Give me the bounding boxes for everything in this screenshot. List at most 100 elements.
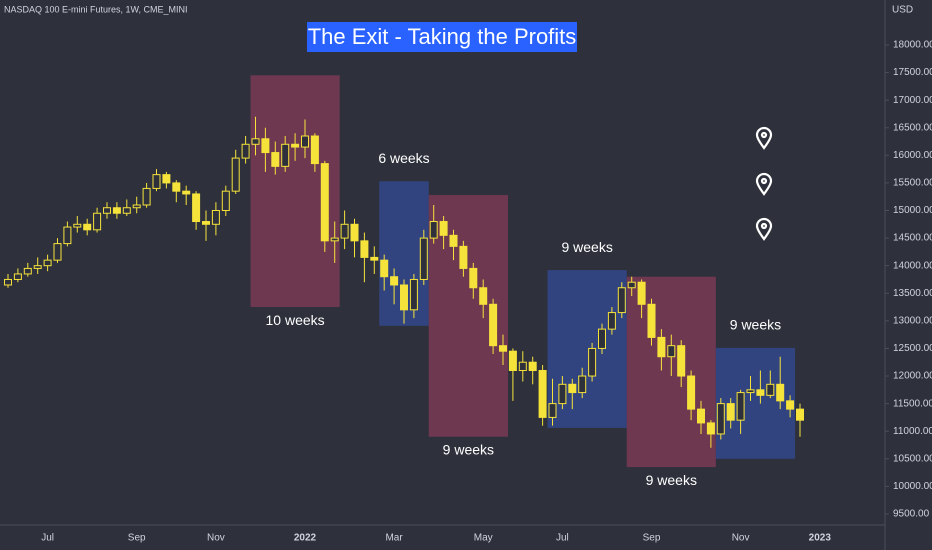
candle-body xyxy=(766,383,775,396)
candle-body xyxy=(598,328,606,349)
x-tick-label: Jul xyxy=(41,533,54,544)
y-tick-label: 11500.00 xyxy=(893,398,932,409)
candle-body xyxy=(449,234,458,247)
candle-body xyxy=(162,174,171,184)
pins xyxy=(755,126,773,241)
y-tick-label: 16000.00 xyxy=(893,150,932,161)
candle-body xyxy=(459,245,468,269)
candle-body xyxy=(746,389,755,394)
x-tick-label: Sep xyxy=(128,533,146,544)
candles xyxy=(4,116,804,448)
candle-body xyxy=(706,422,715,435)
candle-body xyxy=(43,259,52,267)
candle-body xyxy=(637,281,646,305)
candle-body xyxy=(53,243,62,261)
candle-body xyxy=(23,267,32,275)
candle-body xyxy=(796,408,804,421)
candle-body xyxy=(528,361,537,372)
candle-body xyxy=(607,312,616,330)
title-box xyxy=(307,22,577,52)
x-tick-label: Jul xyxy=(556,533,569,544)
candle-body xyxy=(330,237,339,242)
candle-body xyxy=(667,345,676,358)
y-tick-label: 17500.00 xyxy=(893,67,932,78)
y-tick-label: 12500.00 xyxy=(893,343,932,354)
candle-body xyxy=(756,389,765,396)
zone-label: 9 weeks xyxy=(561,239,612,255)
candle-body xyxy=(310,135,319,165)
y-tick-label: 11000.00 xyxy=(893,426,932,437)
candle-body xyxy=(627,281,636,289)
candle-body xyxy=(726,403,735,421)
candle-body xyxy=(558,383,567,405)
y-tick-label: 16500.00 xyxy=(893,122,932,133)
zone xyxy=(547,270,627,428)
zone-label: 9 weeks xyxy=(730,317,781,333)
candle-body xyxy=(192,193,201,223)
y-tick-label: 17000.00 xyxy=(893,95,932,106)
candle-body xyxy=(63,226,72,245)
pin-icon xyxy=(755,172,773,196)
y-tick-label: 18000.00 xyxy=(893,40,932,51)
candle-body xyxy=(617,287,626,314)
y-tick-label: 14500.00 xyxy=(893,233,932,244)
candle-body xyxy=(83,223,92,231)
zone-label: 9 weeks xyxy=(443,441,494,457)
candle-body xyxy=(469,267,478,289)
candle-body xyxy=(697,408,705,424)
candle-body xyxy=(291,143,300,148)
x-tick-label: May xyxy=(474,533,493,544)
pin-dot xyxy=(760,177,768,185)
candle-body xyxy=(736,392,745,421)
y-tick-label: 12000.00 xyxy=(893,371,932,382)
candle-body xyxy=(301,135,309,148)
currency-label: USD xyxy=(892,5,913,16)
x-tick-label: Nov xyxy=(732,533,750,544)
x-tick-label: Sep xyxy=(643,533,661,544)
candle-body xyxy=(687,375,696,410)
candle-body xyxy=(786,400,795,410)
candle-body xyxy=(202,221,210,225)
candle-body xyxy=(370,256,379,261)
candle-body xyxy=(439,221,448,236)
y-tick-label: 14000.00 xyxy=(893,260,932,271)
pin-dot xyxy=(760,222,768,230)
candle-body xyxy=(281,143,290,167)
candle-body xyxy=(13,273,22,280)
pin-dot xyxy=(760,131,768,139)
y-tick-label: 13000.00 xyxy=(893,315,932,326)
candle-body xyxy=(221,190,230,211)
candle-body xyxy=(350,223,359,242)
candle-body xyxy=(320,163,329,242)
candle-body xyxy=(73,223,82,228)
candle-body xyxy=(251,138,260,145)
y-tick-label: 13500.00 xyxy=(893,288,932,299)
candle-body xyxy=(261,138,270,154)
zone-label: 10 weeks xyxy=(266,312,325,328)
candle-body xyxy=(657,336,666,358)
candle-body xyxy=(172,182,181,192)
chart-title: The Exit - Taking the Profits xyxy=(308,24,577,49)
candle-body xyxy=(103,207,111,214)
x-tick-label: 2022 xyxy=(294,533,317,544)
candle-body xyxy=(93,212,102,231)
candle-body xyxy=(538,370,547,418)
pin-icon xyxy=(755,217,773,241)
candle-body xyxy=(380,259,389,278)
candle-body xyxy=(429,221,438,239)
y-tick-label: 15000.00 xyxy=(893,205,932,216)
y-tick-label: 10500.00 xyxy=(893,453,932,464)
candle-body xyxy=(390,276,399,286)
candle-body xyxy=(360,240,369,258)
candle-body xyxy=(4,278,12,286)
candle-body xyxy=(489,303,498,347)
candle-body xyxy=(588,347,597,377)
candle-body xyxy=(409,278,418,311)
candle-body xyxy=(112,207,121,214)
candle-body xyxy=(241,143,250,159)
candle-body xyxy=(340,223,349,239)
candle-body xyxy=(568,383,577,394)
candle-body xyxy=(518,361,527,372)
symbol-label: NASDAQ 100 E-mini Futures, 1W, CME_MINI xyxy=(4,4,188,14)
